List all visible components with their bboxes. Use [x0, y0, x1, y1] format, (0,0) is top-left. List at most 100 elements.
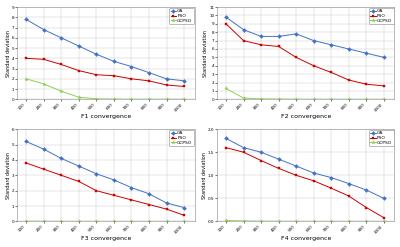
Line: GCPSO: GCPSO: [224, 219, 386, 223]
GCPSO: [241, 97, 246, 100]
GCPSO: [164, 98, 169, 101]
PSO: [294, 174, 298, 177]
Line: GCPSO: GCPSO: [24, 219, 186, 223]
GCPSO: [294, 98, 298, 101]
GA: [259, 35, 264, 38]
PSO: [146, 79, 151, 82]
Legend: GA, PSO, GCPSO: GA, PSO, GCPSO: [369, 8, 394, 24]
GCPSO: [146, 220, 151, 223]
GCPSO: [346, 98, 351, 101]
PSO: [259, 159, 264, 162]
PSO: [59, 174, 64, 177]
Line: PSO: PSO: [224, 146, 385, 219]
Line: PSO: PSO: [224, 22, 385, 87]
GA: [24, 140, 28, 143]
GA: [164, 77, 169, 80]
GA: [59, 157, 64, 160]
GA: [41, 148, 46, 151]
PSO: [329, 187, 334, 190]
GCPSO: [129, 220, 134, 223]
PSO: [224, 146, 228, 149]
GCPSO: [364, 220, 369, 223]
PSO: [94, 73, 99, 76]
GA: [346, 47, 351, 50]
GA: [294, 165, 298, 167]
PSO: [112, 74, 116, 77]
PSO: [164, 83, 169, 86]
GA: [94, 172, 99, 175]
GA: [24, 18, 28, 21]
PSO: [276, 45, 281, 48]
GA: [224, 16, 228, 19]
GA: [276, 35, 281, 38]
GCPSO: [276, 98, 281, 101]
Legend: GA, PSO, GCPSO: GA, PSO, GCPSO: [369, 130, 394, 146]
PSO: [94, 189, 99, 192]
GA: [112, 60, 116, 63]
PSO: [364, 206, 369, 209]
GCPSO: [41, 220, 46, 223]
GCPSO: [164, 220, 169, 223]
GCPSO: [382, 220, 386, 223]
PSO: [346, 79, 351, 82]
GA: [329, 43, 334, 46]
GCPSO: [259, 220, 264, 223]
Legend: GA, PSO, GCPSO: GA, PSO, GCPSO: [169, 8, 194, 24]
GCPSO: [276, 220, 281, 223]
Line: GA: GA: [224, 137, 385, 200]
GA: [241, 146, 246, 149]
PSO: [182, 85, 186, 88]
GA: [146, 71, 151, 74]
PSO: [76, 69, 81, 72]
PSO: [24, 57, 28, 60]
GCPSO: [182, 98, 186, 101]
GA: [364, 188, 369, 191]
PSO: [41, 58, 46, 61]
Line: GCPSO: GCPSO: [224, 87, 386, 101]
GCPSO: [294, 220, 298, 223]
GCPSO: [94, 220, 99, 223]
GA: [241, 28, 246, 31]
GA: [129, 186, 134, 189]
Line: GA: GA: [25, 140, 186, 209]
Line: GCPSO: GCPSO: [24, 77, 186, 101]
GCPSO: [311, 220, 316, 223]
PSO: [164, 208, 169, 211]
GCPSO: [329, 220, 334, 223]
GCPSO: [59, 220, 64, 223]
X-axis label: F3 convergence: F3 convergence: [81, 236, 131, 242]
PSO: [129, 198, 134, 201]
GCPSO: [112, 98, 116, 101]
PSO: [241, 39, 246, 42]
GA: [76, 44, 81, 47]
GCPSO: [76, 220, 81, 223]
PSO: [129, 77, 134, 80]
GA: [182, 206, 186, 209]
PSO: [329, 71, 334, 74]
GCPSO: [382, 98, 386, 101]
PSO: [259, 43, 264, 46]
PSO: [182, 214, 186, 217]
PSO: [24, 162, 28, 165]
X-axis label: F4 convergence: F4 convergence: [281, 236, 331, 242]
GA: [129, 65, 134, 68]
GA: [224, 137, 228, 140]
GA: [382, 56, 386, 59]
PSO: [346, 195, 351, 198]
GA: [112, 178, 116, 181]
GA: [41, 28, 46, 31]
Y-axis label: Standard deviation: Standard deviation: [6, 152, 10, 199]
GA: [276, 158, 281, 161]
Y-axis label: Standard deviation: Standard deviation: [203, 30, 208, 77]
GA: [76, 165, 81, 167]
GCPSO: [24, 220, 28, 223]
PSO: [382, 84, 386, 87]
X-axis label: F1 convergence: F1 convergence: [81, 114, 131, 119]
GA: [259, 151, 264, 154]
GCPSO: [311, 98, 316, 101]
Y-axis label: Standard deviation: Standard deviation: [6, 30, 10, 77]
Line: GA: GA: [25, 18, 186, 82]
PSO: [146, 203, 151, 206]
GCPSO: [76, 96, 81, 99]
PSO: [294, 56, 298, 59]
